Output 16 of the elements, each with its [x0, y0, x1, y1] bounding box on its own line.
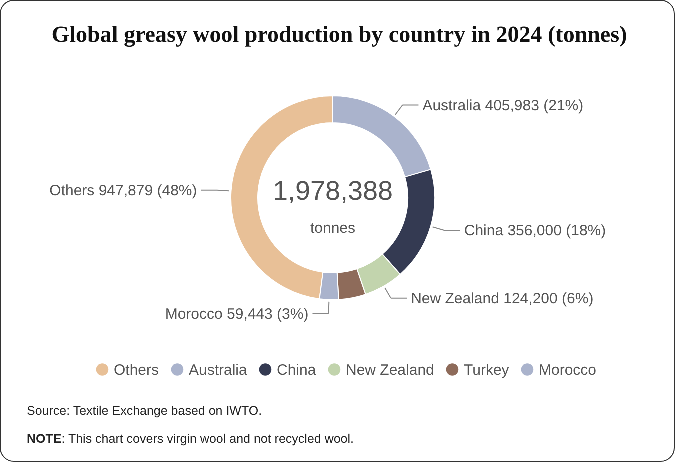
- legend-label: Turkey: [464, 362, 510, 379]
- chart-title: Global greasy wool production by country in 2024 (tonnes): [50, 22, 628, 48]
- data-label: Australia 405,983 (21%): [422, 97, 584, 114]
- text: 1,978,388: [272, 176, 394, 206]
- source-note: Source: Textile Exchange based on IWTO.: [27, 404, 262, 418]
- data-label: Morocco 59,443 (3%): [165, 306, 309, 323]
- data-label: New Zealand 124,200 (6%): [411, 290, 594, 308]
- text: NOTE: This chart covers virgin wool and not recycled wool.: [27, 432, 354, 446]
- legend-label: New Zealand: [346, 362, 434, 379]
- legend-label: Australia: [189, 362, 248, 379]
- data-label: China 356,000 (18%): [464, 222, 606, 240]
- legend-label: Morocco: [539, 362, 597, 379]
- text: tonnes: [310, 220, 356, 237]
- data-label: Others 947,879 (48%): [50, 182, 198, 200]
- legend-label: China: [277, 362, 317, 379]
- legend-label: Others: [114, 362, 160, 379]
